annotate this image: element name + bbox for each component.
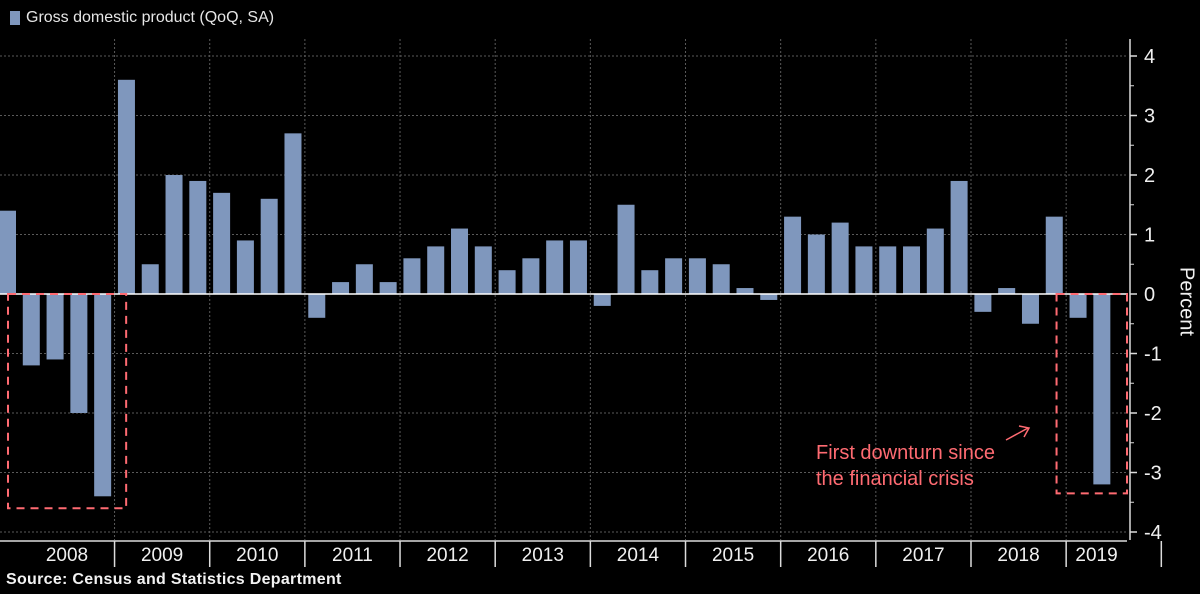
bar: [593, 294, 611, 306]
x-axis: 2008 2009 2010 2011 2012 2013 2014 2015 2016 2017…: [0, 540, 1200, 568]
gridlines: [0, 39, 1127, 540]
y-tick-label: -3: [1144, 463, 1162, 485]
bar: [617, 204, 635, 294]
highlight-box-2008: [7, 293, 128, 510]
bar: [451, 228, 469, 294]
bar: [736, 288, 754, 294]
bar: [189, 180, 207, 294]
bar: [379, 282, 397, 294]
bars: [0, 79, 1127, 497]
annotation-line-2: the financial crisis: [816, 468, 974, 490]
bar: [855, 246, 873, 294]
bar: [569, 240, 587, 294]
x-tick-label: 2013: [522, 545, 564, 566]
bar: [117, 79, 135, 294]
x-tick-label: 2008: [46, 545, 88, 566]
bar: [546, 240, 564, 294]
y-tick-label: -4: [1144, 522, 1162, 544]
bar: [1045, 216, 1063, 294]
annotation-arrow: [1005, 427, 1029, 441]
bar: [879, 246, 897, 294]
bar: [974, 294, 992, 312]
legend-label: Gross domestic product (QoQ, SA): [26, 9, 275, 26]
bar: [641, 270, 659, 294]
x-tick-label: 2015: [712, 545, 754, 566]
bar: [0, 210, 16, 294]
x-tick-label: 2019: [1075, 545, 1117, 566]
annotation-line-1: First downturn since: [816, 442, 995, 464]
y-tick-label: -1: [1144, 344, 1162, 366]
bar: [807, 234, 825, 294]
highlight-box-2019: [1055, 293, 1129, 495]
x-tick-label: 2010: [236, 545, 278, 566]
bar: [760, 294, 778, 300]
legend-swatch: [10, 11, 20, 25]
bar: [522, 258, 540, 294]
bar: [236, 240, 254, 294]
bar: [141, 264, 159, 294]
bar: [308, 294, 326, 318]
legend: Gross domestic product (QoQ, SA): [10, 9, 274, 27]
bar: [688, 258, 706, 294]
bar: [260, 198, 278, 294]
bar: [903, 246, 921, 294]
y-tick-label: -2: [1144, 403, 1162, 425]
annotation-arrowhead: [1018, 425, 1031, 438]
bar: [70, 294, 88, 413]
bar: [1093, 294, 1111, 485]
bar: [46, 294, 64, 360]
y-tick-label: 2: [1144, 165, 1155, 187]
bar: [355, 264, 373, 294]
x-tick-label: 2014: [617, 545, 660, 566]
source-note: Source: Census and Statistics Department: [6, 571, 342, 588]
bar: [950, 180, 968, 294]
bar: [474, 246, 492, 294]
bar: [332, 282, 350, 294]
y-tick-label: 4: [1144, 46, 1155, 68]
bar: [403, 258, 421, 294]
bar: [1021, 294, 1039, 324]
bar: [22, 294, 40, 366]
x-tick-label: 2016: [807, 545, 849, 566]
bar: [712, 264, 730, 294]
y-tick-label: 3: [1144, 106, 1155, 128]
bar: [831, 222, 849, 294]
annotation-text: First downturn since the financial crisi…: [816, 440, 995, 492]
bar: [926, 228, 944, 294]
bar: [94, 294, 112, 497]
x-tick-label: 2017: [902, 545, 944, 566]
bar: [284, 133, 302, 294]
bar: [1069, 294, 1087, 318]
x-tick-label: 2018: [997, 545, 1039, 566]
x-tick-label: 2011: [332, 545, 373, 566]
x-axis-band: [0, 541, 1200, 568]
y-tick-label: 1: [1144, 225, 1155, 247]
bar: [998, 288, 1016, 294]
x-tick-label: 2012: [426, 545, 468, 566]
y-axis: 4 3 2 1 0 -1 -2 -3 -4: [1129, 39, 1162, 544]
bar: [165, 175, 183, 294]
bar: [498, 270, 516, 294]
y-axis-label: Percent: [1175, 267, 1198, 336]
bar: [213, 192, 231, 294]
highlight-boxes: [7, 293, 1129, 510]
x-tick-label: 2009: [141, 545, 183, 566]
bar: [665, 258, 683, 294]
y-tick-label: 0: [1144, 284, 1155, 306]
bar: [784, 216, 802, 294]
bar: [427, 246, 445, 294]
